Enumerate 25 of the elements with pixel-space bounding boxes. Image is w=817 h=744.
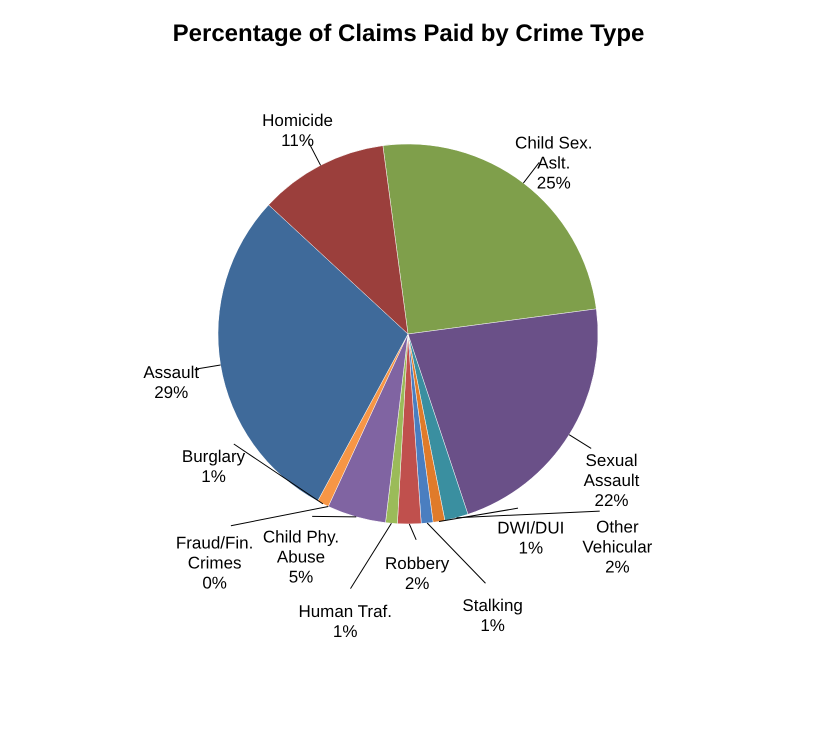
slice-label: Child Sex. Aslt. — [515, 133, 593, 172]
slice-label: Sexual Assault — [584, 451, 640, 490]
category-label: Fraud/Fin. Crimes — [176, 533, 254, 572]
data-label: 1% — [201, 466, 226, 486]
data-label: 2% — [605, 557, 630, 576]
text: 0% — [202, 573, 227, 592]
slice-label: Burglary — [182, 446, 246, 466]
slice-label: DWI/DUI — [497, 518, 564, 538]
slice-label: Child Phy. Abuse — [262, 528, 340, 567]
slice-label: Homicide — [262, 110, 333, 130]
slice-label: Human Traf. — [298, 602, 392, 621]
data-label: 2% — [404, 574, 430, 593]
chart-title: Percentage of Claims Paid by Crime Type — [172, 20, 644, 47]
data-label: 1% — [480, 616, 505, 636]
slice-label: Assault — [143, 363, 200, 382]
slice-label: Other Vehicular — [582, 517, 653, 556]
data-label: 1% — [518, 538, 544, 558]
data-label: 22% — [594, 491, 629, 510]
data-label: 5% — [288, 568, 314, 587]
data-label: 29% — [154, 383, 188, 402]
data-label: 25% — [536, 173, 571, 192]
data-label: 1% — [332, 622, 358, 641]
data-label: 11% — [281, 130, 314, 150]
slice-label: Robbery — [384, 554, 450, 573]
slice-label: Stalking — [462, 596, 523, 616]
